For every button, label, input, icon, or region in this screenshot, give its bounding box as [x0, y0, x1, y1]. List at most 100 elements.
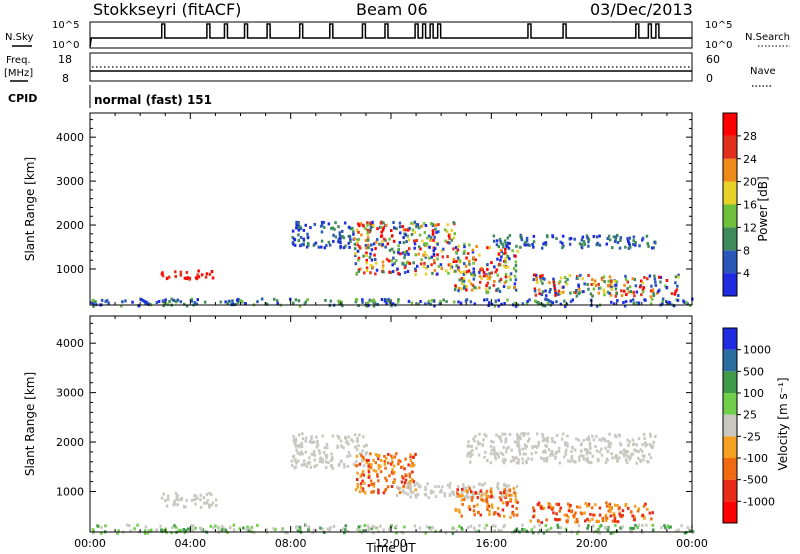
power-echo-cell: [557, 289, 561, 293]
power-echo-cell: [431, 229, 435, 233]
vel-echo-cell: [318, 451, 322, 455]
vel-echo-cell: [484, 491, 488, 495]
power-echo-cell: [548, 290, 551, 294]
vel-echo-cell: [331, 434, 335, 438]
vel-echo-cell: [390, 456, 394, 460]
power-echo-cell: [208, 272, 212, 276]
power-echo-cell: [205, 272, 209, 276]
power-echo-cell: [299, 236, 303, 239]
power-echo-cell: [632, 242, 635, 246]
power-echo-cell: [450, 228, 454, 232]
vel-echo-cell: [591, 454, 595, 458]
vel-echo-cell: [430, 490, 434, 494]
power-echo-cell: [402, 241, 406, 245]
vel-echo-cell: [507, 484, 510, 488]
power-echo-cell: [486, 290, 490, 294]
power-echo-cell: [462, 270, 465, 274]
power-echo-cell: [366, 236, 370, 240]
power-echo-cell: [641, 288, 645, 292]
vel-echo-cell: [454, 508, 457, 511]
vel-echo-cell: [574, 520, 577, 524]
vel-echo-cell: [462, 486, 466, 490]
power-echo-cell: [594, 284, 598, 288]
vel-echo-cell: [370, 527, 373, 531]
vel-echo-cell: [171, 526, 174, 530]
power-echo-cell: [297, 228, 301, 232]
vel-echo-cell: [460, 491, 464, 494]
vel-echo-cell: [455, 494, 459, 498]
power-echo-cell: [637, 301, 641, 305]
vel-echo-cell: [604, 519, 608, 522]
power-echo-cell: [366, 221, 369, 225]
power-echo-cell: [403, 266, 407, 270]
vel-echo-cell: [472, 485, 476, 489]
power-echo-cell: [629, 290, 632, 293]
vel-echo-cell: [476, 496, 479, 500]
power-echo-cell: [549, 288, 552, 291]
vel-echo-cell: [489, 452, 493, 456]
vel-colorbar-tick-label: -500: [743, 474, 768, 487]
vel-echo-cell: [355, 454, 359, 458]
power-echo-cell: [563, 299, 566, 303]
vel-echo-cell: [355, 464, 358, 468]
power-echo-cell: [357, 304, 360, 308]
vel-echo-cell: [615, 456, 619, 460]
power-echo-cell: [331, 226, 334, 230]
power-echo-cell: [353, 242, 357, 246]
vel-echo-cell: [305, 464, 309, 468]
vel-echo-cell: [412, 456, 415, 459]
power-echo-cell: [297, 222, 300, 226]
vel-echo-cell: [531, 445, 534, 449]
vel-echo-cell: [579, 511, 583, 515]
vel-echo-cell: [318, 460, 322, 464]
power-echo-cell: [470, 288, 474, 292]
vel-echo-cell: [232, 523, 236, 527]
vel-echo-cell: [505, 489, 508, 493]
vel-echo-cell: [346, 455, 349, 458]
power-echo-cell: [633, 278, 637, 281]
power-echo-cell: [410, 221, 413, 225]
vel-echo-cell: [329, 526, 332, 529]
vel-echo-cell: [529, 519, 532, 523]
power-echo-cell: [551, 301, 555, 305]
vel-echo-cell: [502, 514, 506, 518]
power-echo-cell: [447, 234, 451, 238]
power-echo-cell: [483, 298, 486, 302]
vel-echo-cell: [511, 455, 515, 459]
vel-echo-cell: [652, 528, 655, 532]
vel-echo-cell: [328, 528, 331, 532]
power-echo-cell: [612, 235, 616, 239]
power-echo-cell: [498, 237, 502, 241]
power-echo-cell: [657, 290, 660, 294]
vel-echo-cell: [554, 456, 557, 460]
power-echo-cell: [665, 300, 668, 303]
vel-echo-cell: [363, 481, 366, 485]
power-echo-cell: [439, 300, 442, 304]
vel-echo-cell: [598, 438, 601, 442]
vel-echo-cell: [586, 504, 589, 508]
vel-echo-cell: [627, 506, 630, 510]
vel-echo-cell: [380, 459, 383, 463]
power-echo-cell: [454, 246, 458, 250]
power-echo-cell: [347, 241, 350, 245]
power-echo-cell: [236, 300, 240, 304]
vel-echo-cell: [600, 447, 603, 451]
power-echo-cell: [404, 228, 407, 232]
power-echo-cell: [548, 281, 551, 285]
vel-echo-cell: [566, 434, 569, 438]
vel-echo-cell: [554, 452, 558, 456]
vel-echo-cell: [500, 529, 503, 533]
vel-echo-cell: [343, 465, 346, 469]
power-echo-cell: [195, 302, 199, 306]
power-echo-cell: [640, 279, 643, 283]
vel-colorbar-segment: [723, 393, 737, 415]
power-echo-cell: [641, 238, 644, 242]
power-echo-cell: [638, 244, 641, 248]
power-echo-cell: [505, 244, 508, 248]
vel-echo-cell: [359, 474, 362, 478]
power-echo-cell: [398, 221, 402, 225]
power-echo-cell: [638, 285, 642, 289]
vel-echo-cell: [505, 447, 508, 451]
